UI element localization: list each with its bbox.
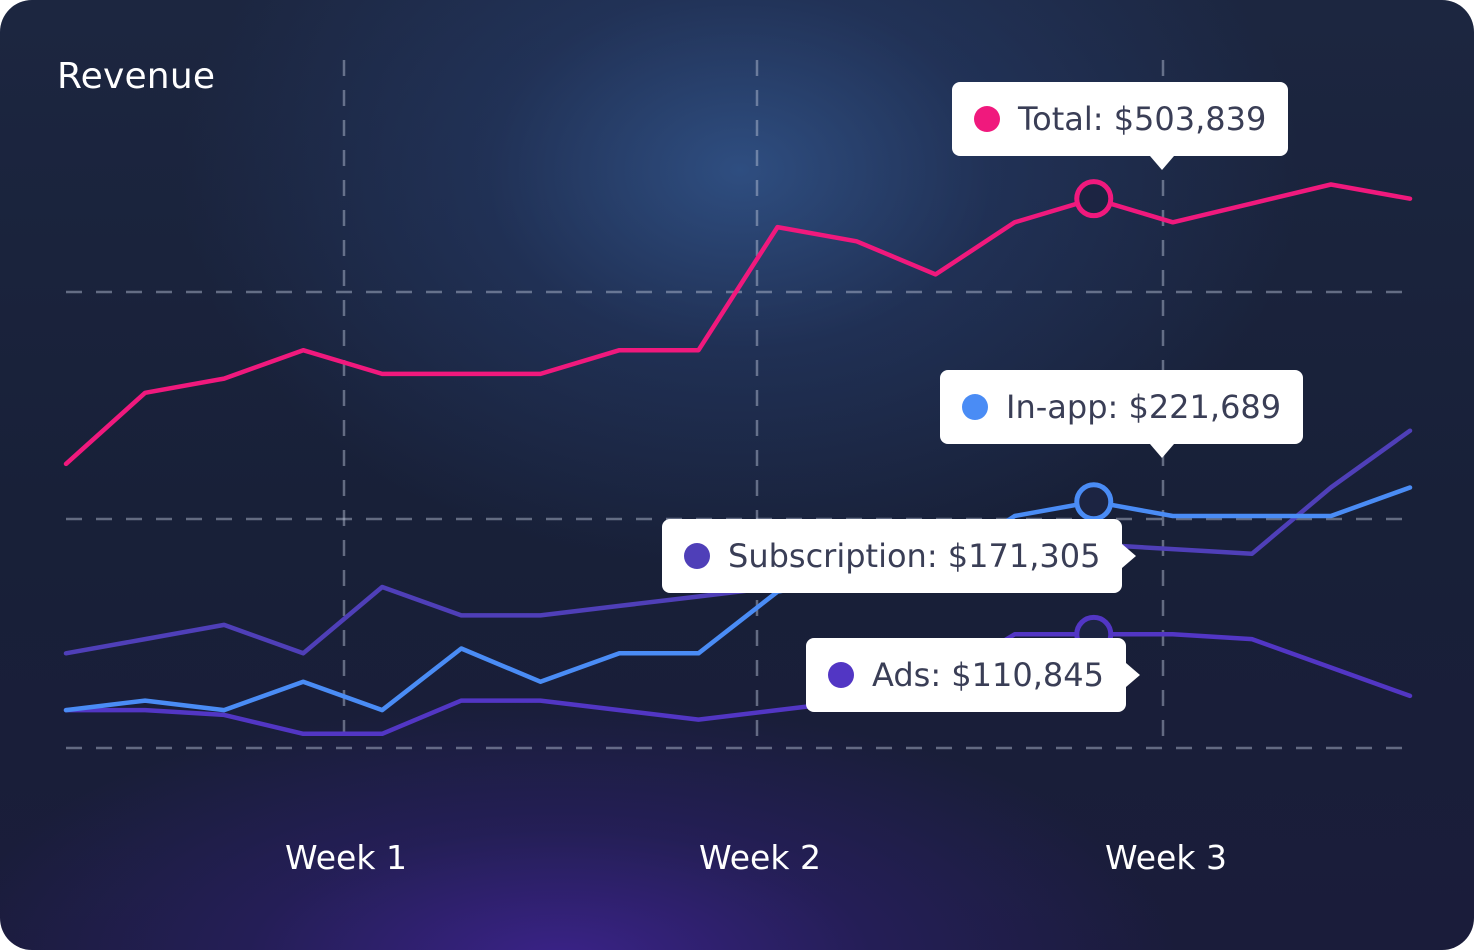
tooltip-inapp-label: In-app: $221,689	[1006, 388, 1282, 426]
x-tick-week-1: Week 1	[285, 838, 407, 877]
chart-title: Revenue	[57, 56, 216, 97]
series-lines	[63, 182, 1413, 737]
tooltip-subscription: Subscription: $171,305	[662, 519, 1137, 593]
tooltip-inapp: In-app: $221,689	[940, 370, 1304, 458]
total-dot-icon	[974, 106, 1000, 132]
tooltip-ads: Ads: $110,845	[806, 638, 1140, 712]
tooltip-pointer	[1150, 156, 1174, 170]
series-line-in-app	[63, 485, 1413, 713]
tooltip-pointer	[1122, 544, 1137, 568]
tooltip-total: Total: $503,839	[952, 82, 1289, 170]
tooltip-ads-label: Ads: $110,845	[872, 656, 1104, 694]
tooltip-subscription-label: Subscription: $171,305	[728, 537, 1101, 575]
tooltip-pointer	[1125, 663, 1140, 687]
tooltip-total-label: Total: $503,839	[1018, 100, 1267, 138]
inapp-dot-icon	[962, 394, 988, 420]
ads-dot-icon	[828, 662, 854, 688]
tooltip-pointer	[1150, 444, 1174, 458]
series-line-ads	[63, 632, 1413, 737]
highlight-point-in-app[interactable]	[1074, 482, 1114, 522]
x-tick-week-2: Week 2	[699, 838, 821, 877]
x-tick-week-3: Week 3	[1105, 838, 1227, 877]
subscription-dot-icon	[684, 543, 710, 569]
highlight-point-total[interactable]	[1074, 179, 1114, 219]
series-line-total	[63, 182, 1413, 467]
